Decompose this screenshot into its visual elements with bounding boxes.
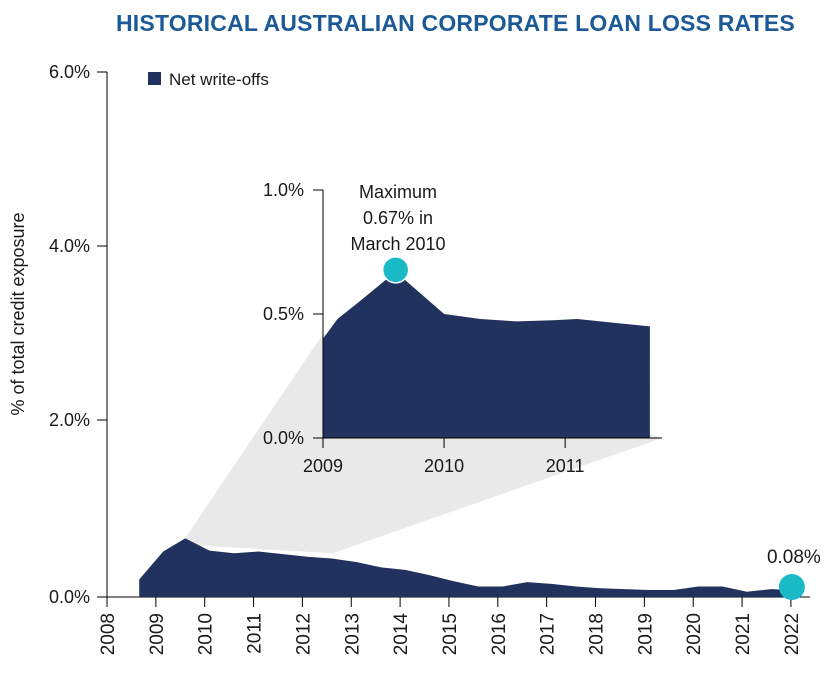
chart-title: HISTORICAL AUSTRALIAN CORPORATE LOAN LOS… [116,10,795,36]
y-tick-label: 2.0% [49,410,90,430]
x-tick-label: 2017 [538,613,559,655]
zoom-magnifier [180,333,662,554]
x-tick-label: 2019 [635,613,656,655]
inset-x-ticks: 2009 2010 2011 [303,438,585,476]
legend-label: Net write-offs [169,70,269,89]
y-tick-label: 6.0% [49,62,90,82]
inset-chart: 0.0% 0.5% 1.0% 2009 2010 2011 Maximum 0.67% i… [263,180,662,476]
x-tick-label: 2014 [391,613,412,656]
inset-x-tick-label: 2009 [303,456,343,476]
x-tick-label: 2008 [98,613,119,655]
latest-value-marker [778,574,805,600]
x-tick-label: 2013 [342,613,363,655]
inset-y-tick-label: 1.0% [263,180,304,200]
x-tick-label: 2010 [196,613,217,655]
y-tick-label: 0.0% [49,587,90,607]
x-tick-label: 2018 [587,613,608,655]
x-tick-label: 2015 [440,613,461,655]
x-tick-label: 2009 [147,613,168,655]
x-tick-label: 2022 [782,613,803,655]
y-axis-ticks: 0.0% 2.0% 4.0% 6.0% [49,62,107,607]
x-tick-label: 2016 [489,613,510,655]
inset-x-tick-label: 2010 [424,456,464,476]
inset-annotation-line: March 2010 [350,234,445,254]
inset-y-tick-label: 0.0% [263,428,304,448]
inset-y-ticks: 0.0% 0.5% 1.0% [263,180,323,448]
x-tick-label: 2021 [733,613,754,655]
inset-maximum-marker [381,256,410,284]
legend-swatch [148,72,161,85]
x-tick-label: 2012 [293,613,314,655]
y-tick-label: 4.0% [49,236,90,256]
x-tick-label: 2020 [684,613,705,655]
latest-value-label: 0.08% [767,547,821,568]
inset-y-tick-label: 0.5% [263,304,304,324]
inset-annotation: Maximum 0.67% in March 2010 [350,182,445,254]
y-axis-label: % of total credit exposure [8,212,28,415]
inset-x-tick-label: 2011 [546,456,585,476]
x-axis-ticks: 2008 2009 2010 2011 2012 2013 2014 2015 2016 2017… [98,597,803,655]
inset-annotation-line: 0.67% in [363,208,433,228]
net-write-offs-area [139,538,791,597]
inset-area [323,271,650,438]
inset-annotation-line: Maximum [359,182,437,202]
x-tick-label: 2011 [245,613,266,654]
